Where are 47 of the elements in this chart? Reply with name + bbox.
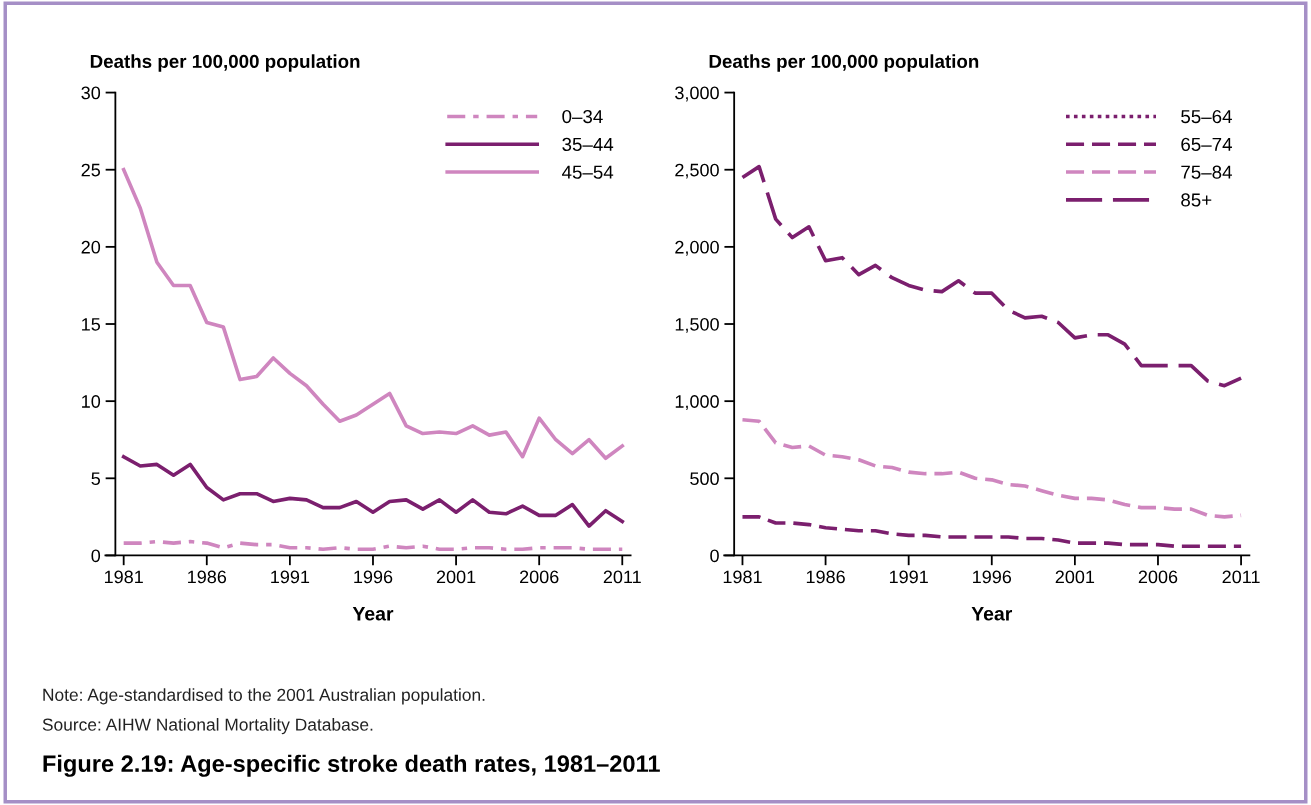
- x-tick-label: 1991: [271, 570, 310, 584]
- y-axis-title: Deaths per 100,000 population: [90, 54, 360, 72]
- legend-label: 55–64: [1181, 109, 1232, 124]
- x-axis-title: Year: [971, 607, 1013, 621]
- x-tick-label: 1996: [973, 570, 1012, 584]
- y-tick-label: 20: [81, 240, 101, 254]
- line-series: [121, 454, 625, 528]
- x-axis-title: Year: [352, 607, 394, 621]
- source-note: Source: AIHW National Mortality Database.: [42, 718, 373, 735]
- legend-label: 45–54: [562, 165, 614, 179]
- x-tick-label: 2001: [436, 570, 476, 584]
- x-tick-label: 1986: [188, 570, 227, 584]
- line-series: [740, 515, 1243, 548]
- x-tick-label: 1981: [723, 570, 762, 584]
- x-tick-label: 1981: [104, 570, 143, 584]
- x-tick-label: 1986: [806, 570, 845, 584]
- x-tick-label: 2006: [520, 570, 559, 584]
- legend-label: 65–74: [1181, 137, 1232, 152]
- y-tick-label: 0: [710, 549, 719, 563]
- x-tick-label: 1991: [889, 570, 928, 584]
- legend-label: 35–44: [562, 137, 614, 152]
- legend-label: 75–84: [1181, 165, 1232, 179]
- y-tick-label: 3,000: [675, 86, 719, 102]
- y-tick-label: 2,500: [675, 163, 719, 179]
- y-tick-label: 0: [91, 549, 101, 563]
- x-tick-label: 2001: [1055, 570, 1095, 584]
- y-tick-label: 5: [91, 472, 101, 486]
- y-tick-label: 1,000: [675, 395, 719, 411]
- line-series: [740, 164, 1243, 388]
- y-tick-label: 1,500: [675, 317, 719, 333]
- y-tick-label: 500: [690, 472, 719, 486]
- y-tick-label: 10: [82, 395, 101, 408]
- line-series: [121, 167, 625, 461]
- text: Figure 2.19: Age-specific stroke death rates, 1981–2011: [43, 754, 660, 777]
- legend-label: 0–34: [562, 109, 603, 124]
- y-tick-label: 15: [82, 318, 101, 331]
- x-tick-label: 2011: [1222, 570, 1260, 584]
- x-tick-label: 2011: [603, 570, 641, 584]
- y-axis-title: Deaths per 100,000 population: [709, 54, 979, 72]
- legend-label: 85+: [1181, 193, 1212, 207]
- text: Note: Age-standardised to the 2001 Australian population.: [43, 688, 485, 705]
- x-tick-label: 1996: [354, 570, 393, 584]
- line-series: [121, 539, 625, 552]
- y-tick-label: 30: [81, 86, 101, 100]
- y-tick-label: 25: [81, 163, 101, 177]
- x-tick-label: 2006: [1138, 570, 1178, 584]
- y-tick-label: 2,000: [675, 240, 719, 256]
